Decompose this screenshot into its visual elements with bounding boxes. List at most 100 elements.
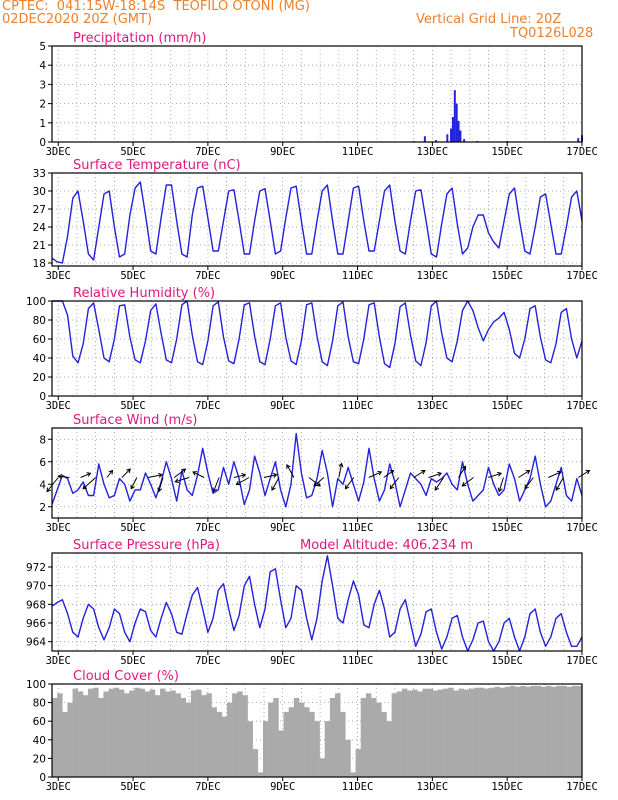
cloud-cover-title: Cloud Cover (%) bbox=[73, 669, 179, 684]
cloud-cover-bar bbox=[365, 693, 372, 777]
x-tick-label: 5DEC bbox=[120, 270, 145, 282]
cloud-cover-bar bbox=[520, 685, 526, 777]
cloud-cover-bar bbox=[293, 697, 300, 777]
wind-vector-head bbox=[338, 462, 344, 468]
cloud-cover-bar bbox=[298, 702, 305, 777]
cloud-cover-bar bbox=[283, 711, 289, 777]
temperature-title: Surface Temperature (nC) bbox=[73, 158, 241, 173]
wind-vector-head bbox=[434, 486, 440, 491]
cloud-cover-bar bbox=[494, 686, 500, 777]
y-tick-label: 972 bbox=[26, 562, 46, 574]
temperature-frame bbox=[51, 172, 583, 267]
x-tick-label: 17DEC bbox=[566, 270, 598, 282]
x-tick-label: 13DEC bbox=[417, 655, 449, 667]
x-tick-label: 5DEC bbox=[120, 522, 145, 534]
wind-vector bbox=[313, 477, 325, 487]
x-tick-label: 11DEC bbox=[342, 655, 374, 667]
wind-vector-head bbox=[556, 470, 562, 476]
precip-bar bbox=[450, 128, 453, 142]
cloud-cover-bar bbox=[113, 687, 120, 777]
cloud-cover-frame bbox=[51, 683, 583, 778]
y-tick-label: 0 bbox=[39, 772, 46, 784]
x-tick-label: 13DEC bbox=[417, 522, 449, 534]
precip-bar bbox=[457, 120, 460, 142]
wind-vector bbox=[82, 477, 96, 490]
x-tick-label: 3DEC bbox=[46, 655, 71, 667]
cloud-cover-bar bbox=[391, 693, 398, 777]
x-tick-label: 13DEC bbox=[417, 146, 449, 158]
y-tick-label: 964 bbox=[26, 637, 46, 649]
wind-vector-head bbox=[420, 469, 426, 475]
wind-vector bbox=[175, 477, 190, 483]
cloud-cover-bar bbox=[196, 689, 202, 777]
wind-vector-head bbox=[461, 465, 466, 471]
wind-vector bbox=[263, 474, 277, 478]
wind-vector-head bbox=[174, 478, 180, 484]
wind-vector bbox=[286, 464, 295, 478]
wind-vector bbox=[498, 477, 504, 492]
cloud-cover-bar bbox=[262, 721, 269, 777]
x-tick-label: 11DEC bbox=[342, 400, 374, 412]
wind-vector bbox=[428, 472, 442, 478]
cloud-cover-bar bbox=[226, 702, 233, 777]
station-title: CPTEC: 041:15W-18:14S TEOFILO OTONI (MG) bbox=[2, 0, 310, 14]
cloud-cover-panel: 0 20 40 60 80 100 3DEC 5DEC 7DEC 9DEC 11DEC 13DEC 15… bbox=[26, 669, 598, 793]
cloud-cover-bar bbox=[401, 688, 408, 777]
cloud-cover-bar bbox=[288, 707, 295, 777]
x-tick-label: 9DEC bbox=[270, 781, 295, 793]
y-tick-label: 20 bbox=[33, 372, 46, 384]
cloud-cover-bar bbox=[473, 687, 480, 777]
wind-vector bbox=[462, 477, 474, 487]
pressure-title: Surface Pressure (hPa) bbox=[73, 538, 220, 553]
chart-header: CPTEC: 041:15W-18:14S TEOFILO OTONI (MG)… bbox=[0, 0, 618, 46]
cloud-cover-bar bbox=[149, 689, 156, 777]
cloud-cover-bar bbox=[561, 685, 567, 777]
wind-vector bbox=[383, 470, 394, 478]
wind-vector-head bbox=[212, 487, 217, 493]
cloud-cover-bar bbox=[103, 691, 109, 777]
precip-bar bbox=[463, 139, 466, 142]
wind-frame bbox=[51, 427, 583, 519]
x-tick-label: 3DEC bbox=[46, 270, 71, 282]
pressure-frame bbox=[51, 552, 583, 652]
y-tick-label: 20 bbox=[33, 753, 46, 765]
wind-vector bbox=[308, 477, 321, 487]
x-tick-label: 9DEC bbox=[270, 655, 295, 667]
x-tick-label: 11DEC bbox=[342, 270, 374, 282]
wind-vector-head bbox=[241, 473, 247, 478]
cloud-cover-bar bbox=[355, 749, 362, 777]
cloud-cover-bar bbox=[237, 691, 243, 777]
y-tick-label: 4 bbox=[39, 479, 46, 491]
precip-bar bbox=[423, 136, 426, 142]
cloud-cover-bar bbox=[468, 688, 475, 777]
pressure-panel: 964 966 968 970 972 3DEC 5DEC 7DEC 9DEC 11DEC 13DE… bbox=[26, 538, 598, 667]
cloud-cover-bar bbox=[232, 693, 238, 777]
wind-vector-head bbox=[46, 487, 51, 493]
model-altitude-label: Model Altitude: 406.234 m bbox=[300, 538, 473, 553]
wind-vector bbox=[121, 468, 131, 478]
x-tick-label: 3DEC bbox=[46, 781, 71, 793]
y-tick-label: 27 bbox=[33, 204, 46, 216]
wind-vector bbox=[548, 471, 562, 478]
cloud-cover-bar bbox=[154, 695, 161, 777]
x-tick-label: 7DEC bbox=[195, 522, 220, 534]
wind-vector bbox=[555, 477, 564, 491]
cloud-cover-bar bbox=[160, 688, 166, 777]
cloud-cover-bar bbox=[437, 689, 444, 777]
cloud-cover-bar bbox=[422, 688, 428, 777]
cloud-cover-bar bbox=[175, 693, 181, 777]
y-tick-label: 24 bbox=[33, 222, 47, 234]
wind-vector-head bbox=[389, 484, 395, 490]
wind-vector bbox=[130, 477, 138, 489]
y-tick-label: 80 bbox=[33, 315, 46, 327]
cloud-cover-bar bbox=[309, 711, 315, 777]
wind-vector-head bbox=[235, 480, 241, 486]
y-tick-label: 5 bbox=[39, 41, 46, 53]
y-tick-label: 1 bbox=[39, 118, 46, 130]
x-tick-label: 9DEC bbox=[270, 146, 295, 158]
wind-vector bbox=[458, 466, 466, 478]
cloud-cover-bar bbox=[252, 749, 259, 777]
wind-vector-head bbox=[82, 484, 88, 490]
wind-vector bbox=[413, 470, 426, 478]
precip-bar bbox=[446, 134, 449, 142]
